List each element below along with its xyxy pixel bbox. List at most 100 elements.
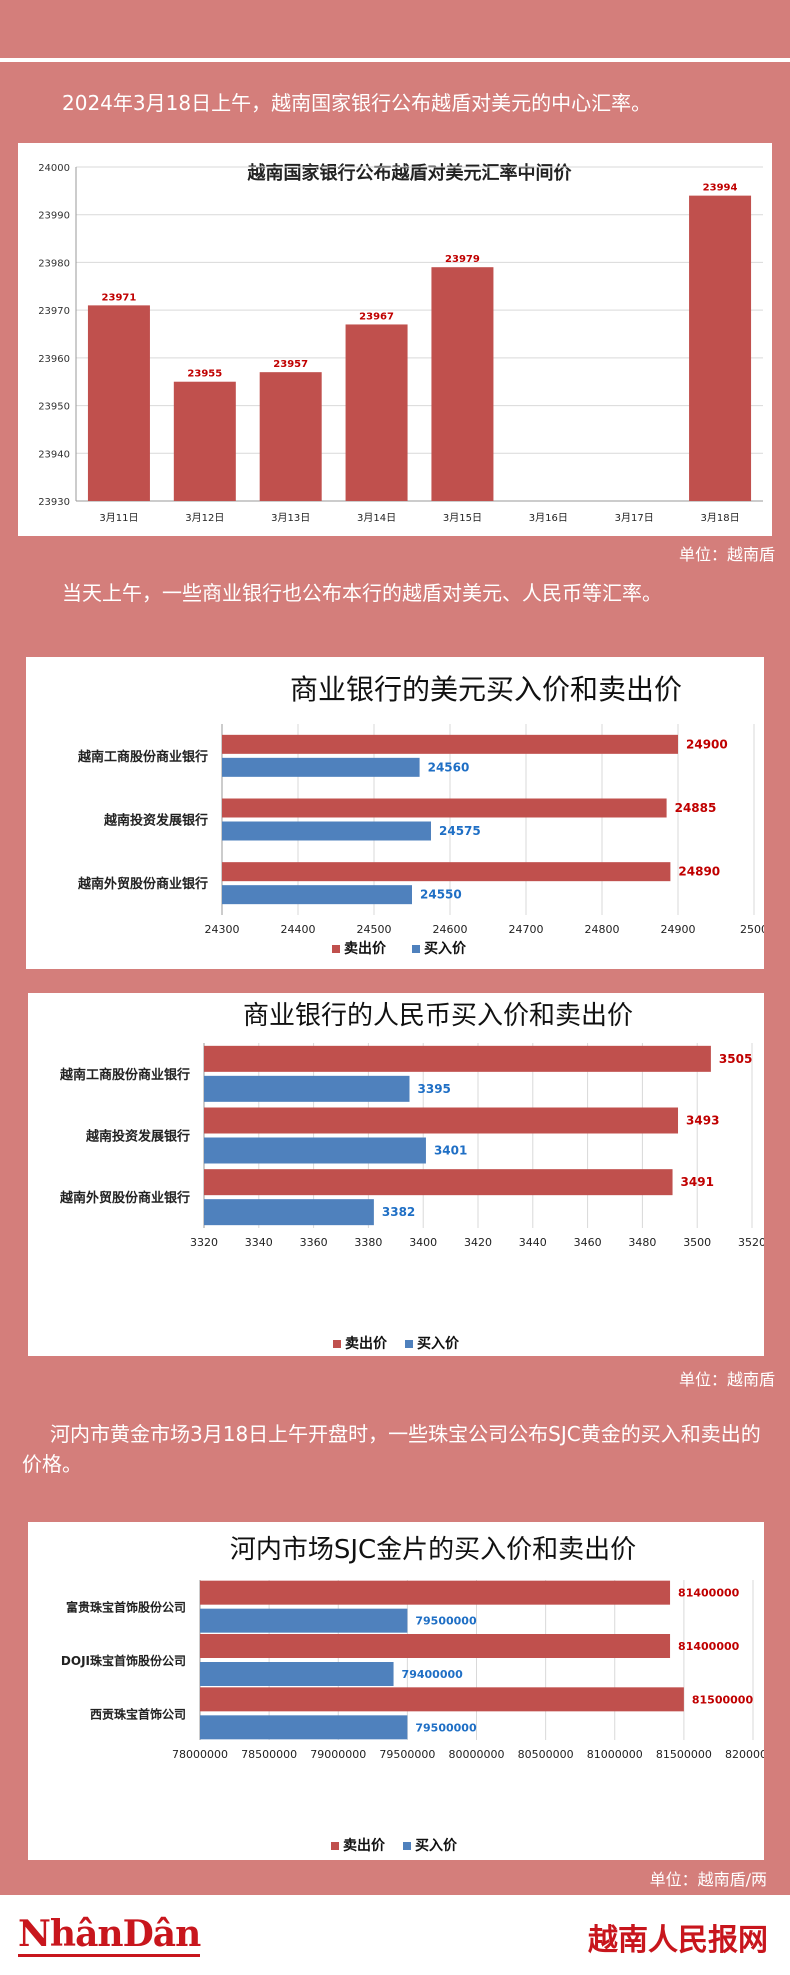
x-tick-label: 78000000 <box>172 1748 228 1761</box>
category-label: 越南工商股份商业银行 <box>77 749 208 765</box>
data-label: 79400000 <box>402 1668 464 1681</box>
bar <box>204 1075 410 1102</box>
x-tick-label: 3460 <box>574 1236 602 1249</box>
bar <box>222 862 671 882</box>
bar <box>200 1715 408 1740</box>
x-tick-label: 24600 <box>433 923 468 936</box>
data-label: 24550 <box>420 888 462 902</box>
chart-title: 越南国家银行公布越盾对美元汇率中间价 <box>247 162 573 184</box>
category-label: 西贡珠宝首饰公司 <box>90 1706 186 1721</box>
y-tick-label: 23960 <box>38 354 70 365</box>
bar <box>87 305 150 501</box>
chart-card-2: 商业银行的美元买入价和卖出价 24300 24400 24500 24600 24700 2… <box>26 657 764 969</box>
x-tick-label: 3520 <box>738 1236 764 1249</box>
chart-card-4: 河内市场SJC金片的买入价和卖出价 78000000 78500000 7900000… <box>28 1522 764 1860</box>
legend-label: 卖出价 <box>343 1837 386 1854</box>
data-label: 3491 <box>681 1175 714 1189</box>
x-tick-label: 3320 <box>190 1236 218 1249</box>
x-tick-label: 3月13日 <box>271 512 310 524</box>
category-label: 越南工商股份商业银行 <box>59 1067 190 1083</box>
x-tick-label: 78500000 <box>241 1748 297 1761</box>
legend-swatch <box>412 945 420 953</box>
x-tick-label: 80000000 <box>449 1748 505 1761</box>
bar <box>689 195 752 501</box>
x-tick-label: 24700 <box>509 923 544 936</box>
category-label: 越南外贸股份商业银行 <box>77 876 208 892</box>
x-tick-label: 24800 <box>585 923 620 936</box>
category-label: DOJI珠宝首饰股份公司 <box>61 1653 186 1668</box>
x-tick-label: 3月14日 <box>357 512 396 524</box>
bar <box>345 324 408 501</box>
data-label: 23979 <box>445 254 480 265</box>
y-tick-label: 23990 <box>38 211 70 222</box>
y-tick-label: 23950 <box>38 402 70 413</box>
bar <box>200 1662 394 1686</box>
data-label: 23971 <box>102 292 137 303</box>
top-divider <box>0 58 790 62</box>
legend-label: 买入价 <box>415 1838 458 1854</box>
chart-card-1: 越南国家银行公布越盾对美元汇率中间价 23930 23940 23950 23960 23… <box>18 143 772 536</box>
bar <box>204 1169 673 1196</box>
x-tick-label: 3440 <box>519 1236 547 1249</box>
bar <box>204 1107 679 1134</box>
bar <box>431 267 494 501</box>
bar <box>200 1687 684 1712</box>
x-tick-label: 81000000 <box>587 1748 643 1761</box>
category-label: 越南投资发展银行 <box>85 1129 190 1145</box>
bar <box>259 372 322 501</box>
bar <box>222 798 667 818</box>
category-label: 越南投资发展银行 <box>103 813 208 829</box>
x-tick-label: 24900 <box>661 923 696 936</box>
x-tick-label: 3480 <box>628 1236 656 1249</box>
x-tick-label: 82000000 <box>725 1748 764 1761</box>
intro-text-1: 2024年3月18日上午，越南国家银行公布越盾对美元的中心汇率。 <box>62 91 652 115</box>
bar <box>222 821 431 841</box>
legend-swatch <box>405 1340 413 1348</box>
x-tick-label: 3月17日 <box>615 512 654 524</box>
category-label: 富贵珠宝首饰股份公司 <box>66 1600 186 1615</box>
footer: NhânDân 越南人民报网 <box>0 1895 790 1975</box>
x-tick-label: 3500 <box>683 1236 711 1249</box>
legend-swatch <box>331 1842 339 1850</box>
bar <box>200 1634 671 1658</box>
nhandan-logo: NhânDân <box>18 1913 201 1957</box>
legend-label: 卖出价 <box>344 940 387 957</box>
x-tick-label: 3月12日 <box>185 512 224 524</box>
central-rate-chart: 越南国家银行公布越盾对美元汇率中间价 23930 23940 23950 23960 23… <box>38 162 763 524</box>
bar <box>200 1580 671 1605</box>
bar <box>173 381 236 501</box>
legend-swatch <box>333 1340 341 1348</box>
unit-label-1: 单位：越南盾 <box>678 545 775 564</box>
data-label: 24890 <box>678 865 720 879</box>
y-tick-label: 24000 <box>38 163 70 174</box>
data-label: 23955 <box>187 369 222 380</box>
bar <box>222 734 678 754</box>
x-tick-label: 80500000 <box>518 1748 574 1761</box>
bar <box>204 1137 426 1164</box>
x-tick-label: 24500 <box>357 923 392 936</box>
bar <box>222 885 412 905</box>
chart-card-3: 商业银行的人民币买入价和卖出价 3320 3340 3360 3380 3400 3420 3… <box>28 993 764 1356</box>
data-label: 3493 <box>686 1114 719 1128</box>
data-label: 24575 <box>439 824 481 838</box>
x-tick-label: 3420 <box>464 1236 492 1249</box>
x-tick-label: 3月15日 <box>443 512 482 524</box>
data-label: 24885 <box>675 801 717 815</box>
bar <box>200 1608 408 1633</box>
data-label: 3401 <box>434 1144 467 1158</box>
x-tick-label: 3360 <box>300 1236 328 1249</box>
x-tick-label: 24300 <box>205 923 240 936</box>
legend-label: 买入价 <box>417 1336 460 1352</box>
x-tick-label: 3340 <box>245 1236 273 1249</box>
chart-title: 河内市场SJC金片的买入价和卖出价 <box>230 1535 636 1565</box>
y-tick-label: 23940 <box>38 449 70 460</box>
sjc-gold-chart: 河内市场SJC金片的买入价和卖出价 78000000 78500000 7900000… <box>61 1535 764 1854</box>
y-tick-label: 23980 <box>38 258 70 269</box>
unit-label-2: 单位：越南盾 <box>678 1370 775 1389</box>
data-label: 81400000 <box>678 1587 740 1600</box>
x-tick-label: 24400 <box>281 923 316 936</box>
x-tick-label: 2500 <box>740 923 764 936</box>
x-tick-label: 3380 <box>354 1236 382 1249</box>
unit-label-3: 单位：越南盾/两 <box>649 1870 767 1889</box>
chart-title: 商业银行的人民币买入价和卖出价 <box>243 1001 633 1031</box>
